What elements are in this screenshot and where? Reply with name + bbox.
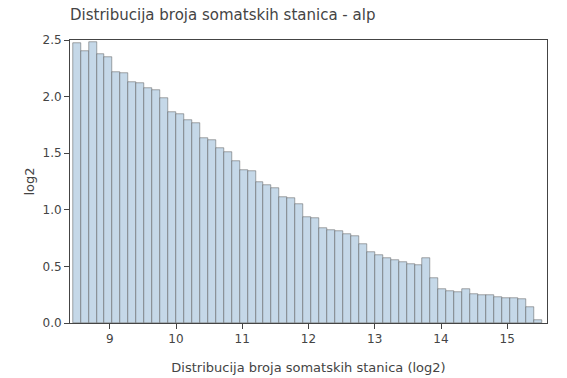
svg-text:2.0: 2.0	[43, 90, 62, 104]
svg-text:10: 10	[168, 332, 183, 346]
svg-text:log2: log2	[22, 167, 37, 195]
svg-text:12: 12	[301, 332, 316, 346]
svg-text:1.5: 1.5	[43, 146, 62, 160]
svg-text:2.5: 2.5	[43, 33, 62, 47]
svg-text:15: 15	[500, 332, 515, 346]
svg-text:Distribucija broja somatskih s: Distribucija broja somatskih stanica (lo…	[171, 360, 445, 375]
svg-text:13: 13	[367, 332, 382, 346]
svg-text:11: 11	[235, 332, 250, 346]
svg-text:0.5: 0.5	[43, 260, 62, 274]
svg-text:14: 14	[433, 332, 448, 346]
svg-text:9: 9	[106, 332, 114, 346]
svg-text:Distribucija broja somatskih s: Distribucija broja somatskih stanica - a…	[70, 6, 375, 24]
svg-text:1.0: 1.0	[43, 203, 62, 217]
svg-text:0.0: 0.0	[43, 316, 62, 330]
